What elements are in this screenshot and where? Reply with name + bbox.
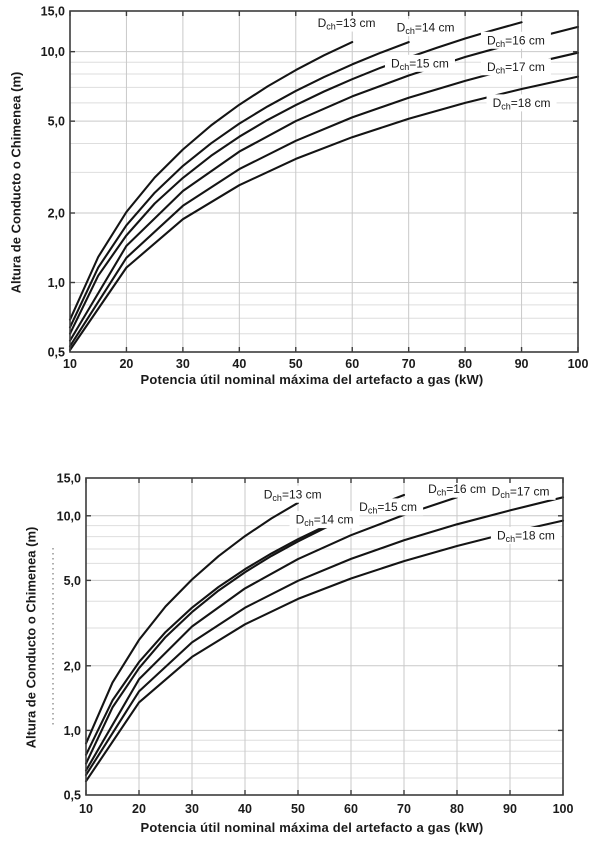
- y-axis-title-bottom: Altura de Conducto o Chimenea (m): [23, 526, 39, 749]
- curve-label-bg-dch-17: [485, 482, 556, 500]
- curve-label-dch-18: Dch=18 cm: [493, 96, 551, 112]
- x-tick-label: 40: [238, 802, 252, 816]
- y-tick-label: 5,0: [48, 115, 65, 129]
- x-tick-label: 30: [185, 802, 199, 816]
- x-tick-label: 100: [568, 357, 589, 371]
- curve-label-dch-15: Dch=15 cm: [359, 500, 417, 516]
- x-tick-label: 30: [176, 357, 190, 371]
- curve-dch-17: [84, 496, 565, 777]
- curve-label-dch-17: Dch=17 cm: [487, 60, 545, 76]
- curve-label-bg-dch-18: [486, 94, 557, 112]
- y-tick-label: 0,5: [64, 789, 81, 803]
- y-tick-label: 10,0: [57, 509, 81, 523]
- curve-label-bg-dch-17: [480, 58, 551, 76]
- x-tick-label: 70: [397, 802, 411, 816]
- curve-label-dch-16: Dch=16 cm: [428, 482, 486, 498]
- y-tick-label: 2,0: [64, 659, 81, 673]
- curve-label-dch-15: Dch=15 cm: [391, 56, 449, 72]
- x-tick-label: 70: [402, 357, 416, 371]
- x-tick-label: 10: [79, 802, 93, 816]
- curve-label-dch-16: Dch=16 cm: [487, 33, 545, 49]
- curve-label-bg-dch-15: [384, 54, 455, 72]
- curve-label-bg-dch-15: [353, 498, 424, 516]
- x-tick-label: 20: [119, 357, 133, 371]
- x-tick-label: 90: [515, 357, 529, 371]
- curve-dch-14: [84, 513, 353, 756]
- curve-label-bg-dch-14: [289, 511, 360, 529]
- plot-border: [69, 10, 579, 353]
- curve-dch-18: [84, 519, 565, 783]
- x-tick-label: 40: [232, 357, 246, 371]
- y-tick-label: 2,0: [48, 207, 65, 221]
- curve-dch-16: [84, 496, 459, 772]
- curve-label-bg-dch-14: [390, 19, 461, 37]
- curve-label-bg-dch-13: [257, 485, 328, 503]
- y-axis-title-top: Altura de Conducto o Chimenea (m): [8, 71, 24, 294]
- x-tick-label: 50: [289, 357, 303, 371]
- curve-label-dch-13: Dch=13 cm: [264, 487, 322, 503]
- x-tick-label: 80: [458, 357, 472, 371]
- curve-dch-13: [84, 501, 300, 745]
- curve-label-bg-dch-16: [422, 480, 492, 498]
- plot-border: [85, 477, 564, 796]
- curve-dch-16: [68, 25, 580, 342]
- curve-label-dch-17: Dch=17 cm: [492, 484, 550, 500]
- curve-label-dch-18: Dch=18 cm: [497, 528, 555, 544]
- x-tick-label: 20: [132, 802, 146, 816]
- curve-label-dch-14: Dch=14 cm: [296, 513, 354, 529]
- x-tick-label: 10: [63, 357, 77, 371]
- curve-label-bg-dch-13: [311, 14, 382, 32]
- y-tick-label: 15,0: [57, 472, 81, 486]
- x-tick-label: 60: [344, 802, 358, 816]
- x-tick-label: 50: [291, 802, 305, 816]
- curve-label-bg-dch-18: [490, 526, 561, 544]
- x-tick-label: 100: [553, 802, 574, 816]
- curve-label-dch-14: Dch=14 cm: [397, 21, 455, 36]
- y-tick-label: 15,0: [41, 5, 65, 19]
- curve-label-bg-dch-16: [480, 31, 551, 49]
- x-tick-label: 80: [450, 802, 464, 816]
- x-axis-title-top: Potencia útil nominal máxima del artefac…: [140, 372, 484, 387]
- y-tick-label: 1,0: [64, 724, 81, 738]
- x-tick-label: 90: [503, 802, 517, 816]
- y-tick-label: 1,0: [48, 276, 65, 290]
- curve-dch-15: [68, 21, 523, 335]
- x-axis-title-bottom: Potencia útil nominal máxima del artefac…: [140, 820, 484, 835]
- x-tick-label: 60: [345, 357, 359, 371]
- curve-dch-14: [68, 41, 410, 329]
- curve-dch-13: [68, 41, 354, 321]
- y-tick-label: 5,0: [64, 574, 81, 588]
- y-tick-label: 0,5: [48, 346, 65, 360]
- curve-label-dch-13: Dch=13 cm: [318, 16, 376, 32]
- y-tick-label: 10,0: [41, 45, 65, 59]
